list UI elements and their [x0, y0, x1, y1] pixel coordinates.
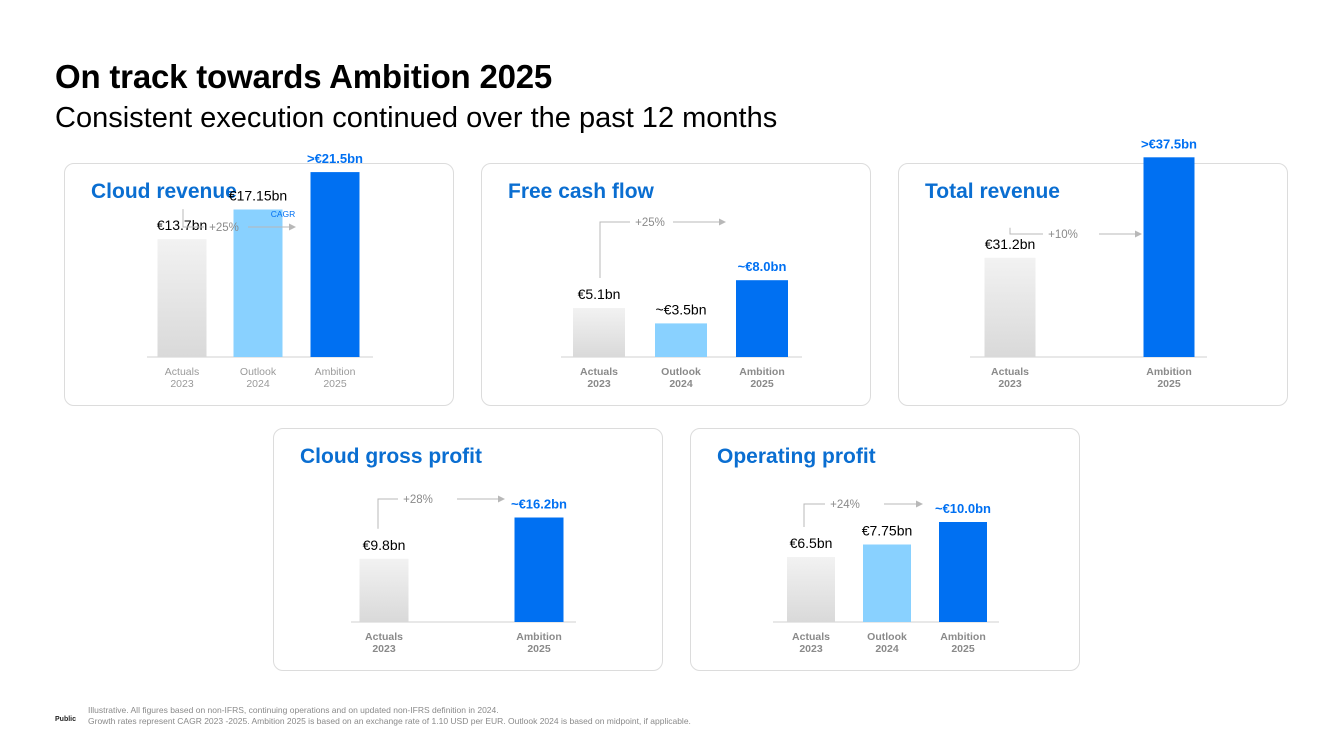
page-subtitle: Consistent execution continued over the … [55, 102, 778, 134]
category-label: Actuals [792, 631, 830, 643]
category-label: Actuals [365, 631, 403, 643]
category-label: 2023 [998, 378, 1022, 390]
bar-value-label: €31.2bn [985, 236, 1036, 252]
growth-connector-line [1009, 227, 1043, 235]
bar-ambition [514, 517, 564, 622]
bar-value-label: ~€3.5bn [656, 301, 707, 317]
category-label: Ambition [315, 366, 356, 378]
growth-rate-label: +10% [1048, 229, 1078, 241]
category-label: 2023 [372, 643, 396, 655]
footnote-line-1: Illustrative. All figures based on non-I… [88, 705, 499, 715]
classification-label: Public [55, 716, 77, 723]
category-label: 2025 [951, 643, 975, 655]
category-label: 2024 [246, 378, 270, 390]
bar-ambition [736, 280, 788, 357]
bar-value-label: >€21.5bn [307, 151, 363, 166]
bar-value-label: ~€8.0bn [738, 259, 787, 274]
bar-value-label: €17.15bn [229, 188, 287, 204]
chart-title: Free cash flow [508, 180, 654, 203]
chart-title: Total revenue [925, 180, 1060, 203]
growth-connector-line [182, 209, 204, 228]
card-operating-profit: Operating profit €6.5bn Actuals 2023 €7.75b… [690, 428, 1080, 671]
bar-actual [157, 239, 207, 357]
page-title: On track towards Ambition 2025 [55, 58, 553, 95]
card-cloud-revenue: Cloud revenue €13.7bn Actuals 2023 €17.15bn… [64, 151, 454, 406]
bar-actual [573, 308, 625, 357]
category-label: Actuals [165, 366, 199, 378]
category-label: Ambition [516, 631, 562, 643]
growth-arrow-head [498, 495, 505, 503]
bar-value-label: €5.1bn [578, 286, 621, 302]
bar-actual [984, 257, 1036, 357]
category-label: 2025 [323, 378, 347, 390]
bar-ambition [1143, 157, 1195, 357]
category-label: Ambition [1146, 366, 1192, 378]
category-label: Ambition [739, 366, 785, 378]
category-label: Ambition [940, 631, 986, 643]
bar-outlook [233, 209, 283, 357]
category-label: 2025 [1157, 378, 1181, 390]
category-label: 2025 [527, 643, 551, 655]
category-label: Outlook [240, 366, 277, 378]
category-label: 2023 [587, 378, 611, 390]
category-label: 2024 [669, 378, 693, 390]
growth-arrow-head [719, 218, 726, 226]
bar-actual [787, 557, 835, 622]
chart-title: Cloud revenue [91, 180, 237, 203]
bar-outlook [655, 323, 707, 357]
chart-title: Operating profit [717, 445, 876, 468]
bar-outlook [863, 544, 911, 622]
category-label: Actuals [580, 366, 618, 378]
bar-value-label: €7.75bn [862, 523, 913, 539]
bar-value-label: >€37.5bn [1141, 136, 1197, 151]
category-label: Actuals [991, 366, 1029, 378]
growth-rate-label: +24% [830, 499, 860, 511]
growth-connector-line [377, 498, 398, 529]
growth-connector-line [803, 503, 825, 527]
growth-arrow-head [1135, 230, 1142, 238]
category-label: Outlook [661, 366, 701, 378]
category-label: 2024 [875, 643, 899, 655]
category-label: 2025 [750, 378, 774, 390]
bar-value-label: €6.5bn [790, 535, 833, 551]
category-label: 2023 [799, 643, 823, 655]
bar-value-label: €13.7bn [157, 217, 208, 233]
growth-connector-line [599, 221, 630, 279]
chart-title: Cloud gross profit [300, 445, 482, 468]
growth-rate-label: +25% [635, 217, 665, 229]
bar-value-label: ~€10.0bn [935, 501, 991, 516]
bar-ambition [310, 172, 360, 357]
footnote-line-2: Growth rates represent CAGR 2023 -2025. … [88, 716, 691, 726]
category-label: 2023 [170, 378, 194, 390]
growth-rate-label: +25% [209, 222, 239, 234]
growth-note-label: CAGR [271, 209, 296, 219]
category-label: Outlook [867, 631, 907, 643]
bar-value-label: €9.8bn [363, 537, 406, 553]
growth-rate-label: +28% [403, 494, 433, 506]
growth-arrow-head [289, 223, 296, 231]
bar-actual [359, 558, 409, 622]
bar-ambition [939, 522, 987, 622]
card-total-revenue: Total revenue €31.2bn Actuals 2023 >€37.5bn… [898, 136, 1288, 406]
growth-arrow-head [916, 500, 923, 508]
bar-value-label: ~€16.2bn [511, 497, 567, 512]
card-free-cash-flow: Free cash flow €5.1bn Actuals 2023 ~€3.5bn O… [481, 163, 871, 406]
card-cloud-gross-profit: Cloud gross profit €9.8bn Actuals 2023 ~€16… [273, 428, 663, 671]
